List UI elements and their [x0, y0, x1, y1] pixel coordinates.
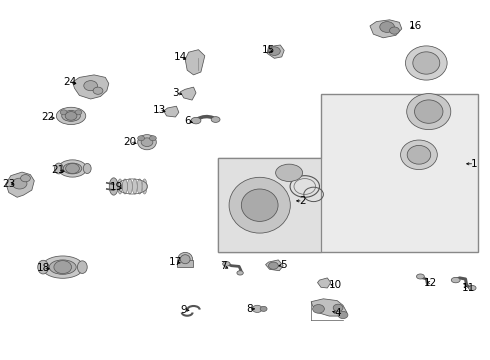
Polygon shape — [73, 75, 109, 99]
Circle shape — [269, 262, 278, 269]
Circle shape — [75, 110, 82, 115]
Ellipse shape — [178, 252, 193, 266]
Ellipse shape — [58, 160, 87, 177]
Circle shape — [338, 311, 348, 319]
Ellipse shape — [109, 178, 118, 195]
Polygon shape — [164, 106, 179, 117]
Polygon shape — [370, 20, 402, 38]
Text: 15: 15 — [262, 45, 275, 55]
Text: 11: 11 — [461, 283, 475, 293]
Ellipse shape — [54, 163, 63, 174]
Text: 2: 2 — [299, 196, 306, 206]
Text: 8: 8 — [246, 304, 253, 314]
Ellipse shape — [127, 179, 132, 194]
Text: 16: 16 — [409, 21, 422, 31]
Ellipse shape — [118, 179, 122, 194]
Circle shape — [65, 112, 77, 120]
Circle shape — [93, 87, 103, 94]
Text: 4: 4 — [335, 308, 342, 318]
Ellipse shape — [222, 261, 230, 266]
Text: 5: 5 — [280, 260, 287, 270]
Bar — [177, 260, 193, 267]
Ellipse shape — [407, 145, 431, 164]
Text: 14: 14 — [173, 52, 187, 62]
Ellipse shape — [451, 277, 460, 283]
Ellipse shape — [413, 52, 440, 74]
Circle shape — [380, 22, 394, 32]
Ellipse shape — [56, 107, 86, 125]
Polygon shape — [311, 299, 347, 316]
Ellipse shape — [416, 274, 424, 279]
Text: 9: 9 — [180, 305, 187, 315]
Circle shape — [54, 261, 72, 274]
Ellipse shape — [63, 163, 82, 174]
Ellipse shape — [180, 255, 190, 264]
Text: 13: 13 — [152, 105, 166, 115]
Circle shape — [141, 138, 153, 147]
Ellipse shape — [49, 260, 76, 274]
Ellipse shape — [415, 100, 443, 123]
Circle shape — [60, 110, 67, 115]
Text: 22: 22 — [41, 112, 55, 122]
Polygon shape — [180, 87, 196, 100]
Bar — [218, 158, 321, 252]
Ellipse shape — [137, 179, 142, 194]
Ellipse shape — [138, 135, 156, 150]
Text: 21: 21 — [51, 165, 65, 175]
Ellipse shape — [77, 261, 87, 274]
Circle shape — [260, 306, 267, 311]
Ellipse shape — [83, 163, 91, 174]
Ellipse shape — [211, 117, 220, 122]
Circle shape — [66, 163, 79, 174]
Circle shape — [313, 305, 324, 313]
Circle shape — [269, 47, 280, 55]
Ellipse shape — [275, 164, 303, 181]
Text: 23: 23 — [2, 179, 16, 189]
Ellipse shape — [407, 94, 451, 130]
Circle shape — [138, 136, 145, 141]
Ellipse shape — [122, 179, 127, 194]
Polygon shape — [185, 50, 205, 75]
Ellipse shape — [132, 179, 137, 194]
Text: 20: 20 — [123, 137, 136, 147]
Text: 3: 3 — [172, 88, 179, 98]
Circle shape — [12, 178, 27, 189]
Text: 12: 12 — [423, 278, 437, 288]
Circle shape — [149, 136, 156, 141]
Ellipse shape — [142, 179, 147, 194]
Circle shape — [390, 27, 399, 34]
Polygon shape — [267, 45, 284, 58]
Ellipse shape — [42, 256, 83, 278]
Ellipse shape — [191, 117, 201, 124]
Text: 19: 19 — [110, 182, 123, 192]
Polygon shape — [266, 260, 283, 271]
Text: 17: 17 — [169, 257, 182, 267]
Text: 10: 10 — [329, 280, 342, 290]
Circle shape — [21, 175, 30, 182]
Ellipse shape — [406, 46, 447, 80]
Text: 18: 18 — [36, 263, 50, 273]
Ellipse shape — [38, 260, 49, 274]
Circle shape — [252, 305, 262, 312]
Polygon shape — [6, 172, 34, 197]
Ellipse shape — [237, 271, 244, 275]
Circle shape — [333, 304, 343, 311]
Ellipse shape — [468, 285, 476, 291]
Ellipse shape — [242, 189, 278, 221]
Text: 1: 1 — [471, 159, 478, 169]
Circle shape — [84, 81, 98, 91]
Text: 6: 6 — [184, 116, 191, 126]
Text: 7: 7 — [220, 261, 226, 271]
Ellipse shape — [401, 140, 437, 170]
Polygon shape — [218, 94, 478, 252]
Ellipse shape — [229, 177, 290, 233]
Text: 24: 24 — [63, 77, 76, 87]
Polygon shape — [318, 278, 331, 288]
Ellipse shape — [62, 111, 80, 121]
